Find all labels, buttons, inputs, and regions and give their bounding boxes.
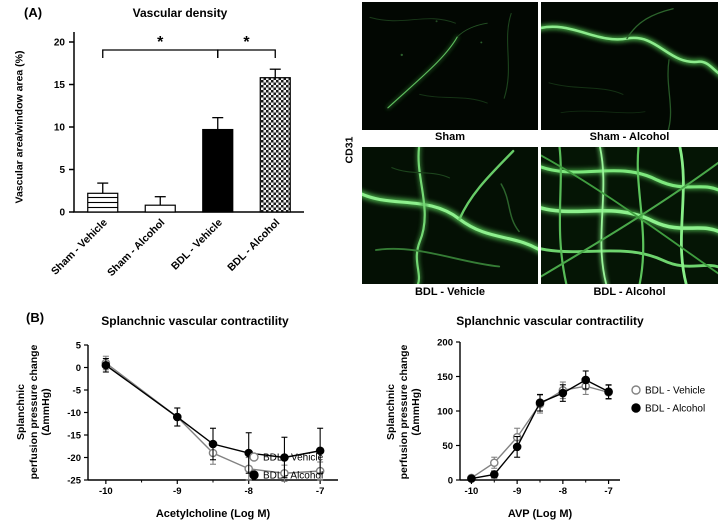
svg-text:100: 100 [437, 406, 453, 417]
svg-text:*: * [243, 34, 250, 51]
svg-text:-20: -20 [67, 453, 81, 464]
micrograph-sham [362, 2, 538, 130]
micrograph-label-sham: Sham [435, 131, 465, 143]
svg-text:Sham - Vehicle: Sham - Vehicle [49, 217, 110, 278]
vessel-network [369, 13, 512, 110]
vessel-network [362, 147, 538, 284]
micrograph-background [541, 2, 718, 130]
ach-chart-canvas: 5 0 -5 -10 -15 -20 -25 -10 -9 -8 -7 BDL - Vehicle BD… [67, 340, 338, 497]
svg-text:BDL - Vehicle: BDL - Vehicle [169, 217, 225, 273]
svg-text:BDL - Alcohol: BDL - Alcohol [263, 471, 323, 482]
svg-text:BDL - Vehicle: BDL - Vehicle [263, 453, 324, 464]
svg-text:-7: -7 [316, 486, 324, 497]
svg-text:BDL - Vehicle: BDL - Vehicle [645, 386, 706, 397]
vascular-density-bar-chart: 0 5 10 15 20 Sham - Vehicle Sham - Alcohol BDL … [6, 0, 336, 308]
svg-text:5: 5 [76, 340, 82, 351]
avp-chart-title: Splanchnic vascular contractility [456, 314, 644, 328]
avp-line-chart: 0 50 100 150 200 -10 -9 -8 -7 BDL - Vehicle BDL - … [420, 330, 720, 515]
svg-text:-8: -8 [244, 486, 252, 497]
micrograph-sham-alcohol [541, 2, 718, 130]
micrograph-label-sham-alcohol: Sham - Alcohol [589, 131, 670, 143]
avp-chart-canvas: 0 50 100 150 200 -10 -9 -8 -7 BDL - Vehicle BDL - … [437, 337, 706, 497]
svg-text:BDL - Alcohol: BDL - Alcohol [645, 404, 705, 415]
svg-text:5: 5 [59, 165, 65, 176]
ach-chart-ylabel: Splanchnic perfusion pressure change (Δm… [15, 344, 53, 480]
svg-text:-9: -9 [173, 486, 181, 497]
ach-chart-title: Splanchnic vascular contractility [101, 314, 289, 328]
svg-text:BDL - Alcohol: BDL - Alcohol [225, 217, 282, 274]
svg-text:-9: -9 [513, 486, 521, 497]
panel-b-label: (B) [26, 310, 45, 325]
svg-text:200: 200 [437, 337, 453, 348]
micrograph-sham-alcohol-image [541, 2, 718, 130]
svg-text:Sham - Alcohol: Sham - Alcohol [105, 217, 167, 279]
svg-text:10: 10 [54, 123, 66, 134]
vessel-network [541, 147, 718, 284]
svg-text:150: 150 [437, 372, 453, 383]
svg-text:0: 0 [76, 363, 81, 374]
svg-text:15: 15 [54, 80, 66, 91]
micrograph-label-bdl-vehicle: BDL - Vehicle [414, 286, 486, 298]
svg-text:20: 20 [54, 38, 66, 49]
vessel-network [541, 8, 718, 130]
micrograph-bdl-vehicle-image [362, 147, 538, 284]
cd31-stain-label: CD31 [343, 136, 356, 164]
svg-text:-10: -10 [465, 486, 479, 497]
micrograph-bdl-alcohol [541, 147, 718, 284]
acetylcholine-line-chart: 5 0 -5 -10 -15 -20 -25 -10 -9 -8 -7 BDL - Vehicle BD… [58, 330, 358, 515]
svg-text:*: * [157, 34, 164, 51]
micrograph-sham-image [362, 2, 538, 130]
svg-text:-10: -10 [99, 486, 113, 497]
svg-text:-10: -10 [67, 408, 81, 419]
micrograph-bdl-alcohol-image [541, 147, 718, 284]
svg-text:-5: -5 [73, 385, 82, 396]
avp-chart-xlabel: AVP (Log M) [507, 508, 573, 520]
ach-chart-xlabel: Acetylcholine (Log M) [155, 508, 271, 520]
micrograph-bdl-vehicle [362, 147, 538, 284]
svg-text:-7: -7 [604, 486, 612, 497]
svg-text:50: 50 [442, 441, 453, 452]
svg-text:0: 0 [59, 208, 65, 219]
svg-text:-8: -8 [559, 486, 567, 497]
micrograph-label-bdl-alcohol: BDL - Alcohol [593, 286, 666, 298]
micrograph-panel: Sham Sham - Alcohol [362, 2, 718, 300]
svg-text:-15: -15 [67, 430, 81, 441]
svg-text:-25: -25 [67, 475, 81, 486]
bar-chart-title: Vascular density [132, 6, 228, 20]
panel-a-label: (A) [24, 5, 43, 20]
avp-chart-ylabel: Splanchnic perfusion pressure change (Δm… [385, 344, 423, 480]
svg-text:0: 0 [448, 475, 453, 486]
